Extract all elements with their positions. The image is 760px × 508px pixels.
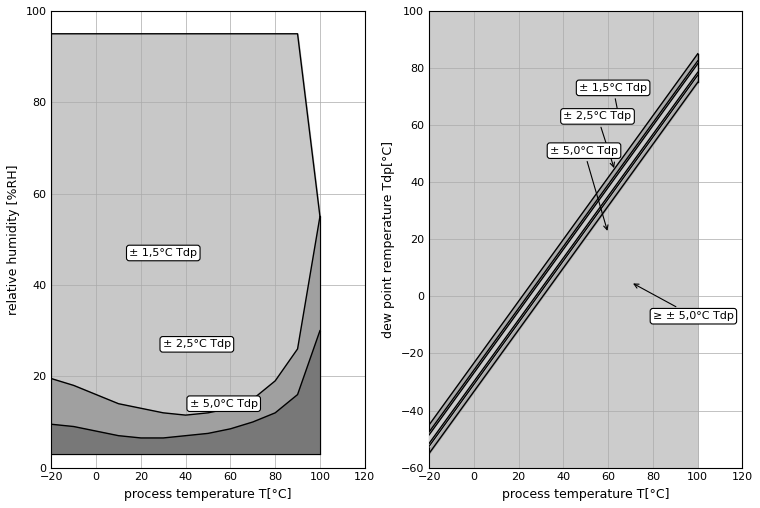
Text: ≥ ± 5,0°C Tdp: ≥ ± 5,0°C Tdp bbox=[634, 284, 734, 321]
Text: ± 1,5°C Tdp: ± 1,5°C Tdp bbox=[579, 83, 647, 115]
Text: ± 1,5°C Tdp: ± 1,5°C Tdp bbox=[129, 248, 198, 258]
Text: ± 2,5°C Tdp: ± 2,5°C Tdp bbox=[163, 339, 231, 350]
X-axis label: process temperature T[°C]: process temperature T[°C] bbox=[502, 488, 670, 501]
Text: ± 5,0°C Tdp: ± 5,0°C Tdp bbox=[190, 399, 258, 409]
X-axis label: process temperature T[°C]: process temperature T[°C] bbox=[125, 488, 292, 501]
Text: ± 2,5°C Tdp: ± 2,5°C Tdp bbox=[563, 111, 632, 167]
Y-axis label: dew point remperature Tdp[°C]: dew point remperature Tdp[°C] bbox=[382, 141, 395, 338]
Y-axis label: relative humidity [%RH]: relative humidity [%RH] bbox=[7, 164, 20, 314]
Text: ± 5,0°C Tdp: ± 5,0°C Tdp bbox=[550, 146, 618, 230]
